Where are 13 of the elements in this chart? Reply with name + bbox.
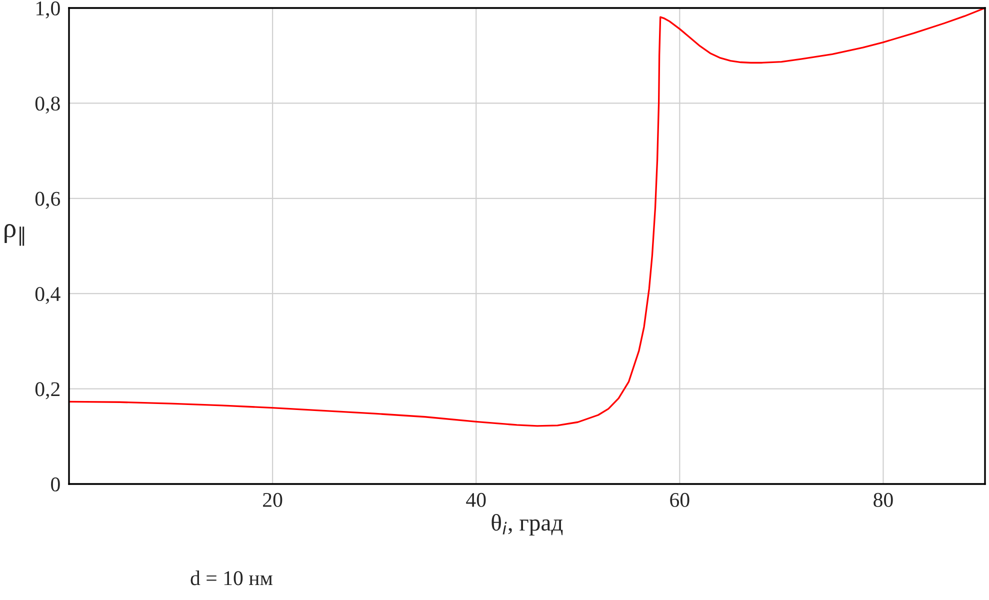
y-tick-label: 0,8 (35, 96, 60, 114)
x-tick-label: 60 (670, 492, 690, 507)
y-tick-label: 0,4 (35, 286, 60, 304)
y-tick-label: 0,2 (35, 382, 60, 400)
x-tick-label: 80 (874, 492, 893, 507)
y-tick-label: 1,0 (36, 1, 60, 18)
y-tick-label: 0,6 (35, 192, 60, 209)
x-axis-title: θ$_{i}$, град (492, 514, 563, 536)
text: d = 10 нм (190, 570, 272, 586)
x-tick-label: 40 (466, 492, 486, 507)
y-tick-label: 0 (51, 477, 60, 492)
x-tick-label: 20 (263, 492, 282, 507)
y-axis-title: ρ$_{∥}$ (4, 224, 24, 246)
